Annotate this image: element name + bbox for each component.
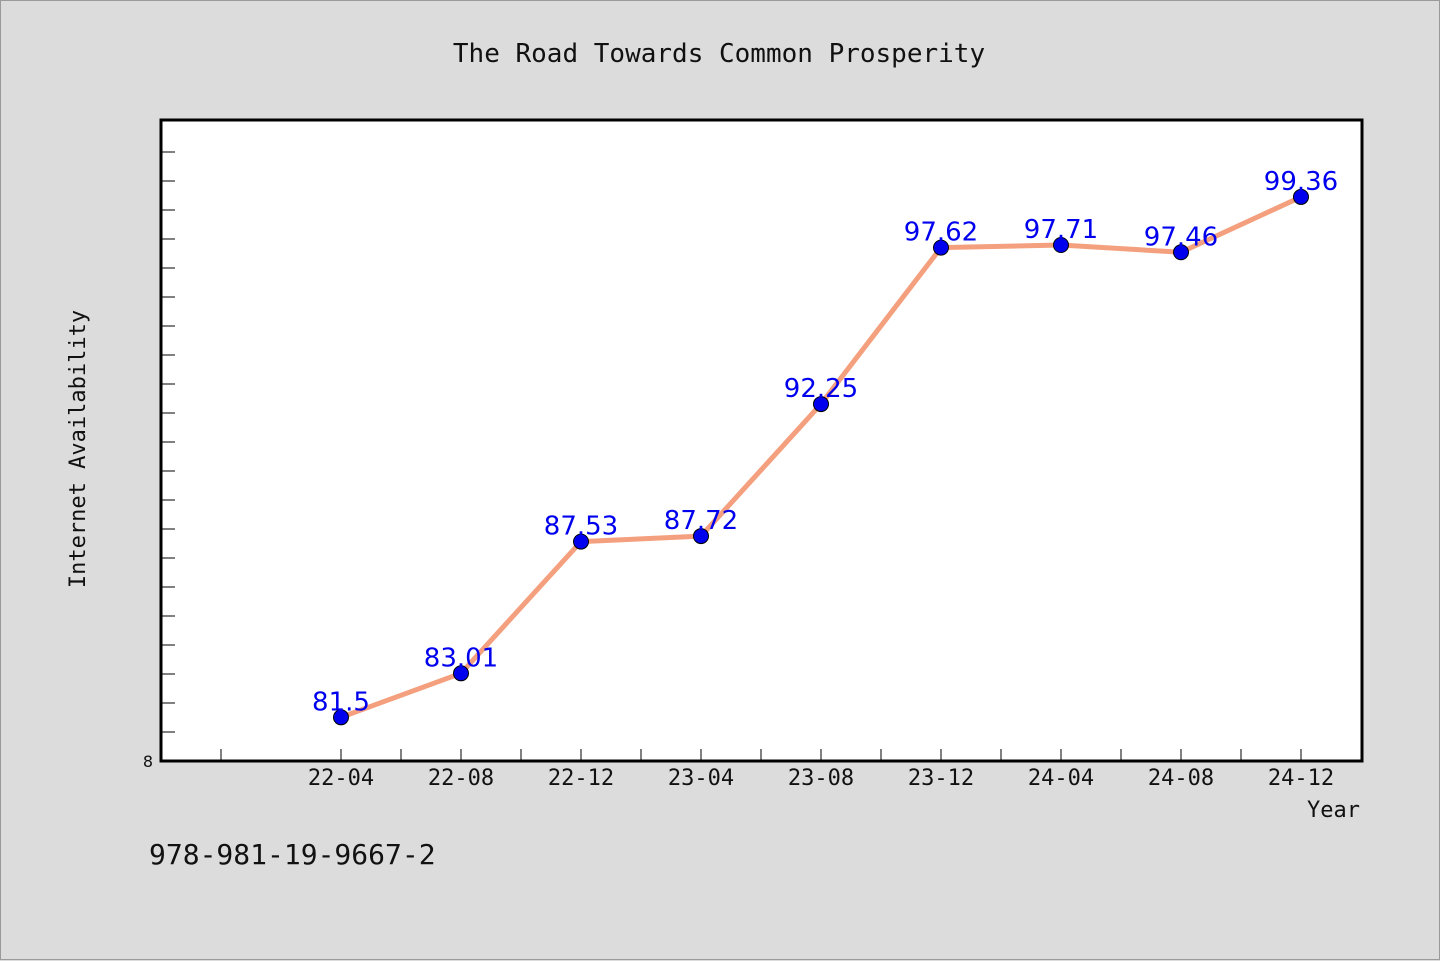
data-label: 87.53 — [544, 512, 618, 542]
data-label: 99.36 — [1264, 167, 1338, 197]
data-point — [813, 396, 829, 413]
data-point — [1293, 188, 1309, 205]
data-point — [933, 239, 949, 256]
x-tick-label: 24-04 — [1028, 766, 1094, 791]
series-markers — [333, 188, 1309, 726]
data-label: 97.71 — [1024, 215, 1098, 245]
data-point — [693, 528, 709, 545]
data-labels: 81.5 83.01 87.53 87.72 92.25 97.62 97.71 97.46 9… — [312, 167, 1338, 717]
plot-area — [159, 118, 1364, 763]
x-axis-ticks: 22-04 22-08 22-12 23-04 23-08 23-12 24-04 24-08… — [220, 749, 1334, 791]
data-point — [1053, 236, 1069, 253]
data-label: 92.25 — [784, 374, 858, 404]
x-tick-label: 24-08 — [1148, 766, 1214, 791]
x-tick-label: 23-04 — [668, 766, 734, 791]
x-tick-label: 22-08 — [428, 766, 494, 791]
data-label: 97.46 — [1144, 222, 1218, 252]
y-origin-label: 8 — [143, 752, 153, 771]
data-label: 97.62 — [904, 218, 978, 248]
x-tick-label: 23-08 — [788, 766, 854, 791]
y-axis-ticks — [161, 151, 175, 733]
x-tick-label: 24-12 — [1268, 766, 1334, 791]
isbn-text: 978-981-19-9667-2 — [149, 838, 436, 871]
data-label: 81.5 — [312, 687, 370, 717]
chart-title: The Road Towards Common Prosperity — [453, 39, 985, 69]
x-tick-label: 23-12 — [908, 766, 974, 791]
y-axis-label: Internet Availability — [66, 310, 91, 588]
data-label: 83.01 — [424, 643, 498, 673]
x-tick-label: 22-04 — [308, 766, 374, 791]
data-point — [453, 665, 469, 682]
x-axis-label: Year — [1307, 798, 1360, 823]
data-point — [573, 533, 589, 550]
data-label: 87.72 — [664, 506, 738, 536]
data-point — [1173, 244, 1189, 261]
data-point — [333, 709, 349, 726]
x-tick-label: 22-12 — [548, 766, 614, 791]
